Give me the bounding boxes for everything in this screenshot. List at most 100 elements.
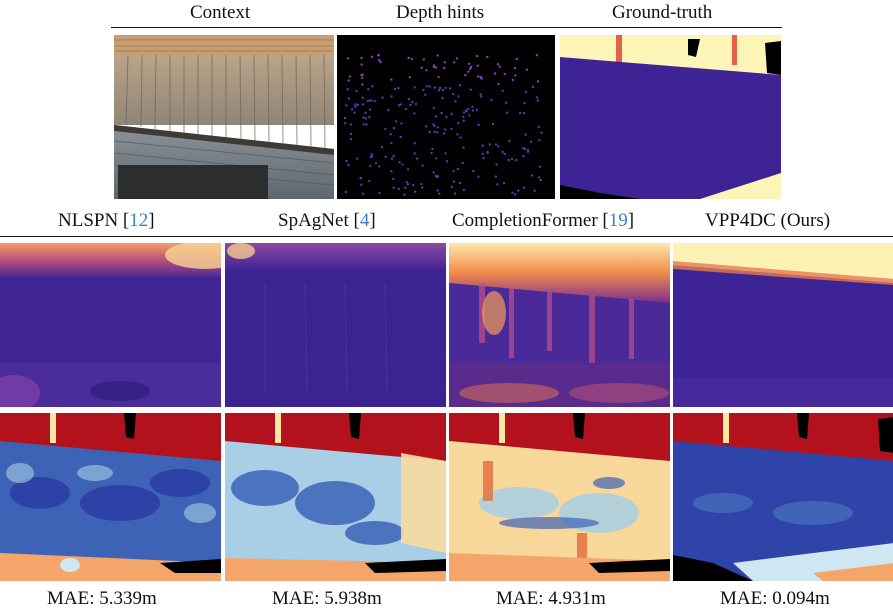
depth-hint-point bbox=[368, 108, 372, 111]
depth-hint-point bbox=[406, 168, 410, 171]
depth-hint-point bbox=[471, 105, 474, 109]
depth-hint-point bbox=[369, 164, 372, 168]
depth-hint-point bbox=[524, 90, 528, 94]
depth-hint-point bbox=[392, 186, 395, 189]
depth-hint-point bbox=[409, 103, 412, 107]
depth-hint-point bbox=[344, 190, 347, 194]
depth-hint-point bbox=[522, 154, 525, 158]
depth-hint-point bbox=[480, 95, 483, 98]
depth-hint-point bbox=[424, 93, 427, 96]
depth-hint-point bbox=[511, 78, 514, 82]
depth-hint-point bbox=[345, 104, 348, 107]
depth-hint-point bbox=[469, 65, 473, 69]
depth-hint-point bbox=[486, 150, 489, 154]
depth-hint-point bbox=[531, 174, 534, 177]
error-map-nlspn bbox=[0, 413, 221, 581]
depth-hint-point bbox=[360, 73, 363, 77]
depth-hint-point bbox=[404, 186, 407, 189]
depth-hint-point bbox=[359, 177, 362, 180]
depth-hint-point bbox=[356, 103, 360, 107]
depth-hint-point bbox=[444, 86, 447, 90]
depth-hint-point bbox=[399, 135, 402, 139]
depth-hint-point bbox=[443, 66, 446, 70]
depth-hint-point bbox=[519, 111, 522, 115]
depth-hint-point bbox=[494, 143, 498, 146]
depth-hint-point bbox=[406, 183, 410, 186]
depth-hint-point bbox=[443, 61, 446, 64]
depth-hint-point bbox=[398, 161, 401, 164]
depth-hint-point bbox=[381, 96, 384, 99]
depth-hint-point bbox=[397, 187, 401, 191]
depth-hint-point bbox=[354, 103, 357, 106]
depth-hint-point bbox=[346, 88, 349, 91]
depth-hint-point bbox=[428, 130, 431, 134]
depth-hint-point bbox=[531, 85, 535, 89]
depth-hint-point bbox=[354, 105, 357, 108]
depth-hint-point bbox=[374, 162, 378, 165]
depth-hint-point bbox=[481, 144, 484, 147]
header-context: Context bbox=[190, 2, 251, 23]
depth-hint-point bbox=[440, 111, 443, 115]
depth-hint-point bbox=[343, 122, 347, 125]
depth-hint-point bbox=[428, 85, 431, 88]
error-map-completionformer bbox=[449, 413, 670, 581]
depth-hint-point bbox=[501, 150, 504, 154]
depth-hint-point bbox=[533, 189, 536, 192]
depth-hint-point bbox=[513, 67, 517, 70]
depth-pred-nlspn bbox=[0, 243, 221, 407]
depth-hint-point bbox=[457, 122, 460, 125]
depth-hint-point bbox=[410, 57, 413, 61]
depth-hint-point bbox=[497, 145, 500, 148]
depth-hint-point bbox=[496, 183, 499, 186]
mae-spagnet: MAE: 5.938m bbox=[272, 588, 382, 609]
depth-hint-point bbox=[452, 180, 456, 183]
depth-hint-point bbox=[523, 102, 526, 105]
depth-hint-point bbox=[400, 122, 403, 125]
depth-hint-point bbox=[412, 184, 415, 187]
depth-hint-point bbox=[450, 112, 453, 116]
depth-hint-point bbox=[392, 154, 395, 158]
depth-hint-point bbox=[432, 106, 435, 110]
depth-hint-point bbox=[378, 165, 381, 168]
depth-hint-point bbox=[539, 178, 542, 182]
depth-hint-point bbox=[438, 86, 442, 90]
depth-hint-point bbox=[467, 70, 470, 73]
depth-hint-point bbox=[522, 112, 526, 115]
depth-hint-point bbox=[434, 115, 438, 118]
error-map-vpp4dc bbox=[673, 413, 893, 581]
depth-hint-point bbox=[371, 85, 374, 88]
depth-hint-point bbox=[390, 170, 393, 173]
depth-hint-point bbox=[390, 78, 393, 81]
depth-hint-point bbox=[365, 123, 368, 126]
depth-hint-point bbox=[441, 97, 444, 100]
depth-hint-point bbox=[370, 55, 374, 58]
error-map-spagnet bbox=[225, 413, 446, 581]
depth-hint-point bbox=[471, 109, 475, 112]
depth-hint-point bbox=[347, 79, 350, 82]
depth-hint-point bbox=[433, 86, 437, 89]
depth-hint-point bbox=[486, 55, 489, 59]
depth-hint-point bbox=[345, 159, 348, 163]
depth-hint-point bbox=[514, 74, 517, 77]
depth-hint-point bbox=[535, 54, 539, 57]
depth-hint-point bbox=[482, 157, 485, 160]
depth-hint-point bbox=[420, 182, 423, 186]
depth-hint-point bbox=[361, 76, 364, 79]
depth-hint-point bbox=[444, 128, 447, 131]
depth-hint-point bbox=[404, 107, 408, 111]
depth-hint-point bbox=[411, 100, 414, 104]
depth-hint-point bbox=[526, 150, 530, 153]
depth-hint-point bbox=[505, 111, 509, 114]
depth-hint-point bbox=[377, 54, 380, 57]
depth-hint-point bbox=[467, 107, 470, 111]
depth-hint-point bbox=[502, 181, 506, 185]
depth-hint-point bbox=[476, 75, 480, 78]
depth-hint-point bbox=[379, 60, 382, 64]
depth-hint-point bbox=[436, 189, 439, 192]
depth-hint-point bbox=[515, 158, 518, 162]
depth-hint-point bbox=[493, 72, 497, 75]
depth-hint-point bbox=[456, 167, 460, 171]
depth-hint-point bbox=[453, 192, 457, 195]
method-title-spagnet: SpAgNet [4] bbox=[278, 210, 376, 231]
method-title-completionformer: CompletionFormer [19] bbox=[452, 210, 635, 231]
